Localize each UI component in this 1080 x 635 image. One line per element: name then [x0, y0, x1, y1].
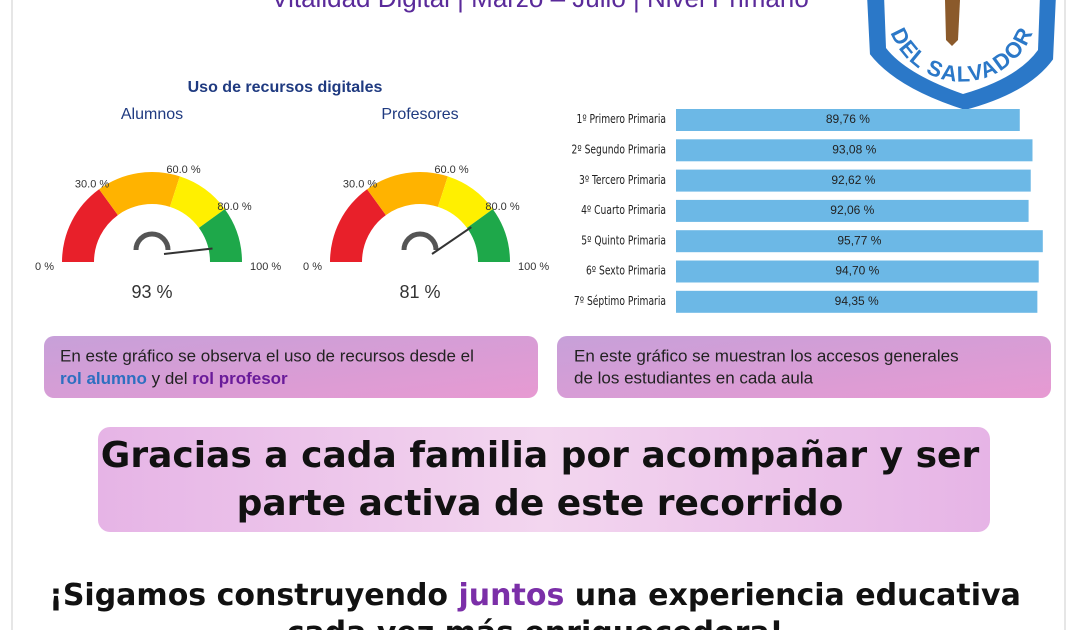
gauge-title: Alumnos	[121, 106, 183, 123]
gauge-value: 81 %	[399, 282, 440, 302]
note-text: En este gráfico se muestran los accesos …	[574, 346, 959, 365]
note-box	[44, 336, 538, 398]
note-highlight: rol profesor	[192, 369, 288, 388]
bar-value-label: 92,62 %	[831, 173, 875, 187]
bar	[676, 290, 1038, 313]
gauge-band	[330, 189, 386, 262]
gauge-value: 93 %	[131, 282, 172, 302]
bar-category: 1º Primero Primaria	[576, 112, 666, 126]
thanks-box	[98, 427, 990, 532]
logo-key	[945, 0, 960, 46]
bar-value-label: 92,06 %	[830, 203, 874, 217]
closing-part: una experiencia educativa	[564, 578, 1021, 613]
note-text: de los estudiantes en cada aula	[574, 368, 814, 387]
bar	[676, 139, 1033, 162]
gauge-tick-label: 80.0 %	[485, 201, 519, 213]
gauge-tick-label: 30.0 %	[343, 178, 377, 190]
gauge-needle	[431, 226, 472, 255]
bar	[676, 109, 1020, 131]
bar-category: 7º Séptimo Primaria	[574, 294, 666, 308]
bar-value-label: 94,35 %	[835, 294, 879, 308]
bar-value-label: 94,70 %	[835, 264, 879, 278]
gauge-band	[367, 171, 448, 216]
note-text: rol alumno y del rol profesor	[60, 369, 288, 388]
bar-category: 6º Sexto Primaria	[586, 264, 666, 278]
bar	[676, 199, 1029, 222]
note-box	[557, 336, 1051, 398]
gauge-hub	[401, 231, 439, 251]
bar-category: 5º Quinto Primaria	[581, 234, 666, 248]
section-title: Uso de recursos digitales	[188, 79, 383, 96]
bar	[676, 169, 1031, 192]
gauge-tick-label: 60.0 %	[434, 164, 468, 176]
gauge-tick-label: 100 %	[250, 261, 281, 273]
gauge-tick-label: 60.0 %	[166, 164, 200, 176]
gauge-band	[99, 172, 180, 216]
gauge-needle	[163, 247, 213, 255]
gauge-tick-label: 0 %	[303, 261, 322, 273]
gauge-tick-label: 0 %	[35, 261, 54, 273]
closing-highlight: juntos	[458, 578, 565, 613]
bar	[676, 230, 1043, 253]
thanks-text: parte activa de este recorrido	[237, 483, 844, 524]
gauge-title: Profesores	[381, 106, 458, 123]
gauge-tick-label: 30.0 %	[75, 178, 109, 190]
bar	[676, 260, 1039, 283]
bar-category: 2º Segundo Primaria	[572, 143, 666, 157]
bar-value-label: 89,76 %	[826, 112, 870, 126]
gauge-band	[169, 176, 225, 228]
gauge-hub	[133, 231, 171, 251]
bar-category: 3º Tercero Primaria	[579, 173, 666, 187]
gauge-band	[62, 189, 118, 262]
note-text: En este gráfico se observa el uso de rec…	[60, 346, 474, 365]
closing-part: ¡Sigamos construyendo	[49, 578, 458, 613]
bar-value-label: 95,77 %	[837, 233, 881, 247]
notes: En este gráfico se observa el uso de rec…	[44, 336, 1051, 398]
bar-category: 4º Cuarto Primaria	[581, 203, 666, 217]
gauge-band	[437, 176, 493, 228]
closing-text: cada vez más enriquecedora!	[287, 616, 784, 631]
gauge-tick-label: 80.0 %	[217, 201, 251, 213]
subtitle: Vitalidad Digital | Marzo – Julio | Nive…	[271, 0, 809, 13]
thanks-text: Gracias a cada familia por acompañar y s…	[101, 435, 980, 476]
note-highlight: rol alumno	[60, 369, 147, 388]
gauge-tick-label: 100 %	[518, 261, 549, 273]
logo-inner	[884, 0, 1040, 94]
note-text: y del	[147, 369, 192, 388]
bar-value-label: 93,08 %	[832, 142, 876, 156]
gauge-band	[466, 209, 510, 262]
closing-text: ¡Sigamos construyendo juntos una experie…	[49, 578, 1021, 613]
